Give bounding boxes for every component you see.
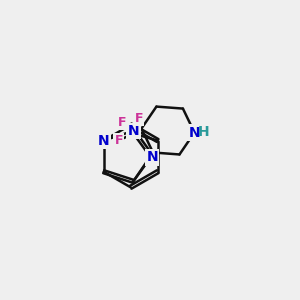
Text: N: N	[98, 134, 109, 148]
Text: N: N	[128, 124, 139, 138]
Text: H: H	[197, 125, 209, 139]
Text: F: F	[115, 134, 123, 147]
Text: F: F	[135, 112, 143, 125]
Text: F: F	[118, 116, 126, 129]
Text: N: N	[146, 150, 158, 164]
Text: N: N	[189, 125, 200, 140]
